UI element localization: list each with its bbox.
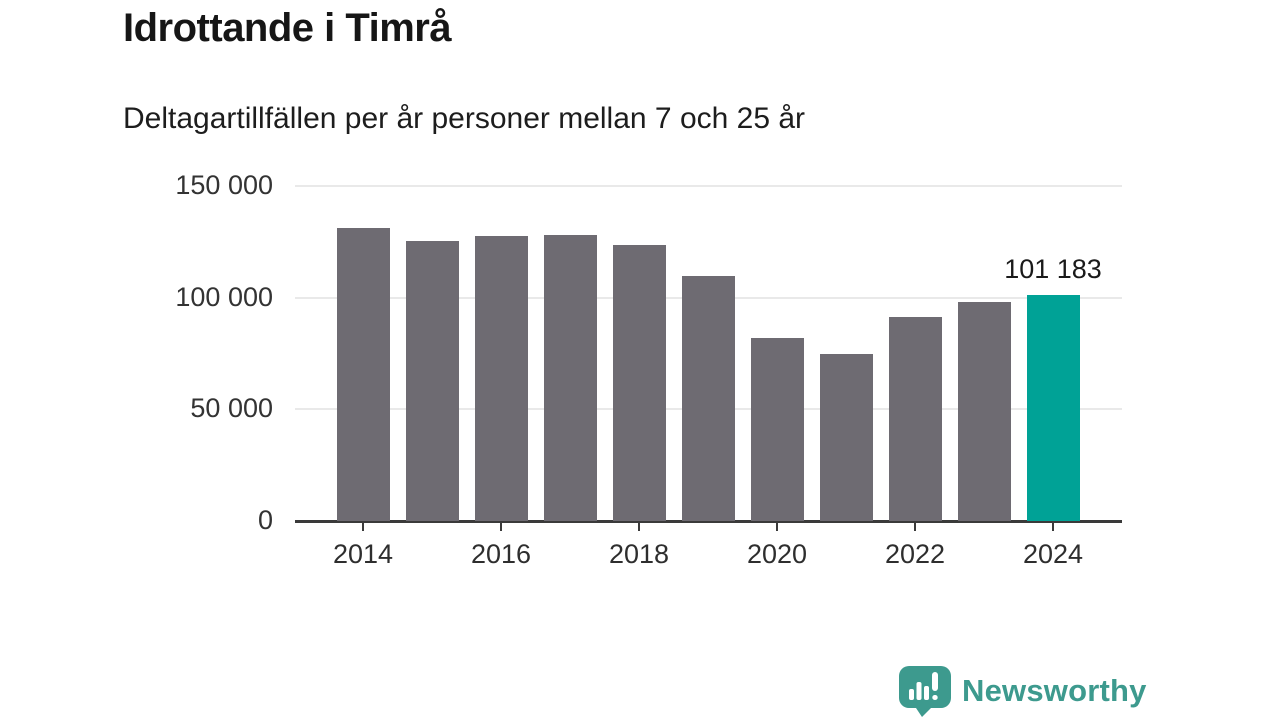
- chart-subtitle: Deltagartillfällen per år personer mella…: [123, 102, 806, 135]
- bar-2021: [819, 353, 873, 521]
- brand-name: Newsworthy: [962, 673, 1147, 708]
- bar-2015: [405, 240, 459, 521]
- y-axis-tick-label: 50 000: [190, 393, 273, 424]
- x-axis-tick-label: 2024: [1022, 539, 1084, 569]
- bar-2023: [957, 302, 1011, 521]
- bar-2018: [612, 245, 666, 521]
- chart-title: Idrottande i Timrå: [123, 6, 452, 50]
- x-axis-tick-label: 2016: [470, 539, 532, 569]
- bar-2024: [1026, 295, 1080, 521]
- x-axis-tick: [914, 522, 916, 531]
- y-axis-tick-label: 150 000: [175, 169, 273, 200]
- x-axis-line: [295, 520, 1122, 523]
- x-axis-tick: [500, 522, 502, 531]
- y-axis-tick-label: 100 000: [175, 281, 273, 312]
- bar-2020: [750, 337, 804, 521]
- bar-2019: [681, 276, 735, 521]
- x-axis-tick-label: 2022: [884, 539, 946, 569]
- brand-footer: Newsworthy: [897, 664, 1147, 718]
- gridline-150000: [295, 185, 1122, 187]
- plot-area: 0 50 000 100 000 150 000 2014 2016 2018 2020 202…: [175, 170, 1122, 569]
- x-axis-tick: [638, 522, 640, 531]
- bar-2014: [336, 228, 390, 521]
- highlight-value-label: 101 183: [1004, 254, 1102, 285]
- x-axis-tick: [776, 522, 778, 531]
- x-axis-tick-label: 2018: [608, 539, 670, 569]
- y-axis-tick-label: 0: [257, 504, 273, 535]
- x-axis-tick: [1052, 522, 1054, 531]
- bar-2022: [888, 316, 942, 521]
- x-axis-tick-label: 2014: [332, 539, 394, 569]
- bar-2017: [543, 235, 597, 521]
- bar-chart-speech-bubble-icon: [899, 666, 951, 717]
- bar-2016: [474, 236, 528, 521]
- x-axis-tick: [362, 522, 364, 531]
- x-axis-tick-label: 2020: [746, 539, 808, 569]
